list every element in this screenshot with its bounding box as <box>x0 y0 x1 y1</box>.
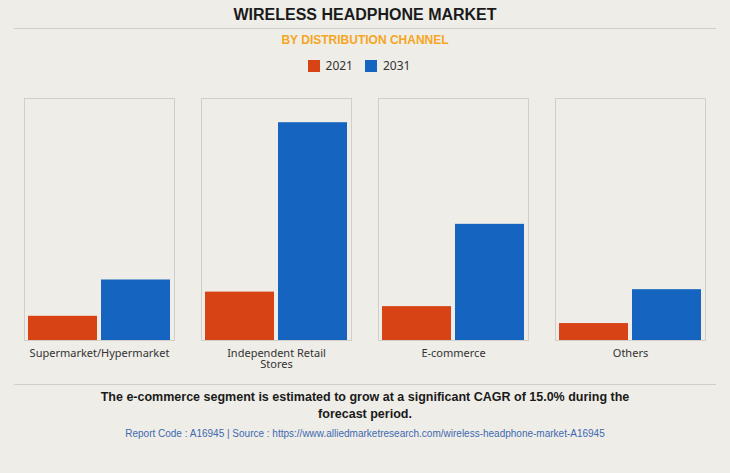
html-text:2031: 2031 <box>383 57 411 74</box>
svg-text:Supermarket/Hypermarket: Supermarket/Hypermarket <box>30 345 170 360</box>
svg-text:Independent RetailStores: Independent RetailStores <box>227 345 326 371</box>
svg-text:E-commerce: E-commerce <box>421 345 485 360</box>
html-text:forecast period.: forecast period. <box>318 406 412 421</box>
html-text:BY DISTRIBUTION CHANNEL: BY DISTRIBUTION CHANNEL <box>281 33 449 47</box>
html-text:The e-commerce segment is esti: The e-commerce segment is estimated to g… <box>100 390 630 404</box>
svg-text:Others: Others <box>613 345 648 360</box>
html-text:2021: 2021 <box>325 57 353 74</box>
html-text:WIRELESS HEADPHONE MARKET: WIRELESS HEADPHONE MARKET <box>233 6 497 23</box>
html-text:Report Code : A16945 | Source: Report Code : A16945 | Source : https://… <box>125 427 605 439</box>
